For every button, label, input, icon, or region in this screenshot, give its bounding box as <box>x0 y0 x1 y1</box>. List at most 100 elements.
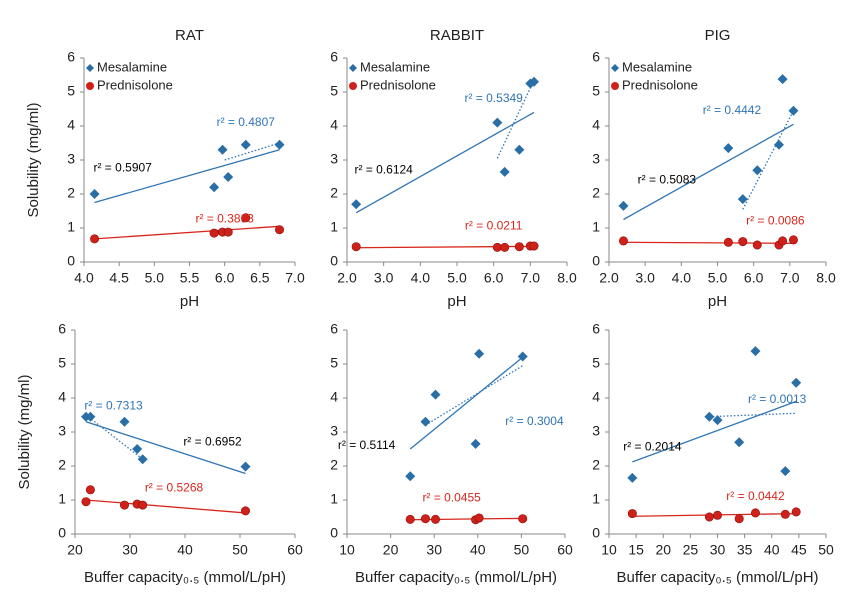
prednisolone-point <box>500 242 510 252</box>
prednisolone-point <box>241 213 251 223</box>
trend-line <box>94 225 280 240</box>
y-tick-label: 1 <box>330 491 338 507</box>
trend-line <box>85 414 144 460</box>
x-tick-label: 2.0 <box>337 270 357 286</box>
legend-marker <box>86 82 94 90</box>
x-axis-label: Buffer capacity₀.₅ (mmol/L/pH) <box>616 569 818 586</box>
trend-line <box>632 400 797 463</box>
y-tick-label: 2 <box>592 457 600 473</box>
x-tick-label: 7.0 <box>521 270 541 286</box>
y-tick-label: 3 <box>330 423 338 439</box>
r-squared-label: r² = 0.5907 <box>93 161 152 175</box>
mesalamine-point <box>529 76 539 87</box>
prednisolone-point <box>518 514 528 524</box>
y-tick-label: 1 <box>330 219 338 235</box>
trend-line <box>709 412 797 418</box>
y-tick-label: 2 <box>592 185 600 201</box>
x-tick-label: 60 <box>287 542 303 558</box>
r-squared-label: r² = 0.5114 <box>338 438 396 452</box>
x-tick-label: 6.0 <box>744 270 764 286</box>
x-tick-label: 5.5 <box>180 270 200 286</box>
mesalamine-point <box>750 346 761 357</box>
x-tick-label: 45 <box>791 542 807 558</box>
y-tick-label: 6 <box>330 321 338 337</box>
x-tick-label: 30 <box>426 542 442 558</box>
x-tick-label: 5.0 <box>145 270 165 286</box>
y-tick-label: 0 <box>330 253 338 269</box>
legend-label: Prednisolone <box>360 77 436 92</box>
y-tick-label: 5 <box>330 83 338 99</box>
mesalamine-point <box>137 454 148 465</box>
prednisolone-point <box>627 509 637 519</box>
y-tick-label: 6 <box>592 49 600 65</box>
mesalamine-point <box>474 348 485 359</box>
prednisolone-point <box>704 512 714 522</box>
x-tick-label: 6.0 <box>215 270 235 286</box>
mesalamine-point <box>773 139 784 150</box>
mesalamine-point <box>791 377 802 388</box>
prednisolone-point <box>81 497 91 507</box>
y-axis-label: Solubility (mg/ml) <box>25 102 42 217</box>
y-tick-label: 4 <box>592 117 600 133</box>
legend-marker <box>86 64 94 72</box>
r-squared-label: r² = 0.4807 <box>217 115 276 129</box>
mesalamine-point <box>737 194 748 205</box>
prednisolone-point <box>529 241 539 251</box>
mesalamine-point <box>89 189 100 199</box>
mesalamine-point <box>712 415 723 426</box>
x-tick-label: 50 <box>232 542 248 558</box>
prednisolone-point <box>778 236 788 246</box>
legend-marker <box>349 82 357 90</box>
mesalamine-point <box>752 165 763 176</box>
prednisolone-point <box>431 514 441 524</box>
x-tick-label: 4.5 <box>109 270 129 286</box>
y-tick-label: 0 <box>67 253 75 269</box>
r-squared-label: r² = 0.0086 <box>746 213 805 227</box>
y-tick-label: 5 <box>592 83 600 99</box>
x-tick-label: 2.0 <box>599 270 619 286</box>
r-squared-label: r² = 0.2014 <box>623 439 682 453</box>
panel-title: RAT <box>175 27 204 44</box>
x-tick-label: 7.0 <box>780 270 800 286</box>
prednisolone-point <box>351 242 361 252</box>
trend-line <box>355 111 535 214</box>
mesalamine-point <box>734 437 745 448</box>
mesalamine-point <box>274 139 285 150</box>
prednisolone-point <box>223 227 233 237</box>
y-tick-label: 5 <box>592 355 600 371</box>
mesalamine-point <box>777 74 788 85</box>
trend-line <box>742 110 795 210</box>
trend-line <box>623 241 794 244</box>
y-tick-label: 0 <box>592 253 600 269</box>
r-squared-label: r² = 0.0211 <box>465 218 523 232</box>
x-tick-label: 3.0 <box>374 270 394 286</box>
legend-label: Mesalamine <box>360 59 430 74</box>
y-tick-label: 6 <box>330 49 338 65</box>
y-tick-label: 1 <box>592 491 600 507</box>
mesalamine-point <box>788 105 799 116</box>
y-tick-label: 1 <box>592 219 600 235</box>
panel-title: PIG <box>705 27 731 44</box>
r-squared-label: r² = 0.5083 <box>638 173 697 187</box>
trend-line <box>85 499 246 514</box>
x-tick-label: 10 <box>339 542 355 558</box>
x-tick-label: 3.0 <box>635 270 655 286</box>
legend-label: Prednisolone <box>622 77 698 92</box>
legend-label: Prednisolone <box>97 77 173 92</box>
y-tick-label: 3 <box>58 423 66 439</box>
mesalamine-point <box>704 411 715 422</box>
mesalamine-point <box>240 461 251 472</box>
x-tick-label: 50 <box>818 542 834 558</box>
y-tick-label: 3 <box>592 423 600 439</box>
x-tick-label: 6.0 <box>484 270 504 286</box>
mesalamine-point <box>723 143 734 154</box>
panel: PIG 0 1 2 3 4 5 6 2.0 3.0 4.0 5.0 6.0 7.0 8.0 pH r² = 0.… <box>592 27 836 310</box>
mesalamine-point <box>499 166 510 177</box>
r-squared-label: r² = 0.3863 <box>195 212 254 226</box>
mesalamine-point <box>430 389 441 400</box>
x-tick-label: 30 <box>710 542 726 558</box>
prednisolone-point <box>420 514 430 524</box>
x-tick-label: 10 <box>601 542 617 558</box>
legend-marker <box>611 64 619 72</box>
